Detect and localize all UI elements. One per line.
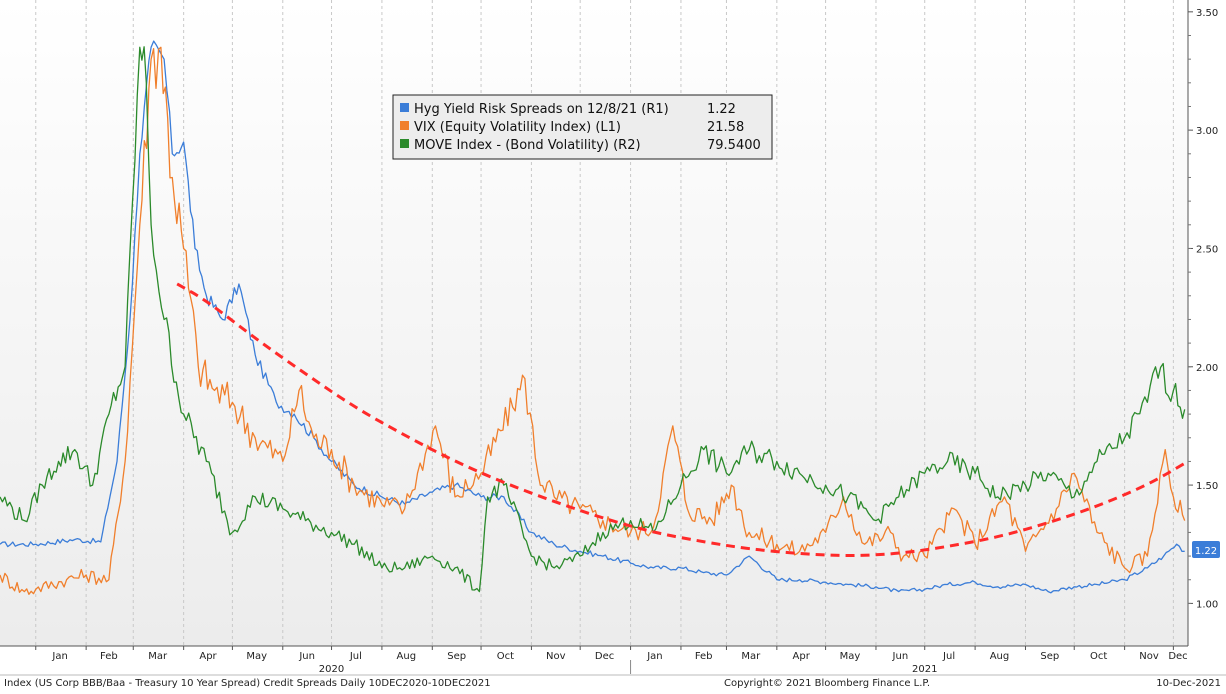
x-tick-label: Jul <box>349 651 362 662</box>
series-line-2 <box>0 46 1186 593</box>
x-tick-label: Sep <box>447 651 466 662</box>
x-tick-label: Oct <box>497 651 514 662</box>
legend-label-hyg: Hyg Yield Risk Spreads on 12/8/21 (R1) <box>414 102 669 117</box>
legend-swatch-vix <box>400 121 409 130</box>
x-tick-label: Nov <box>1139 651 1159 662</box>
legend-swatch-move <box>400 139 409 148</box>
legend-value-vix: 21.58 <box>707 120 744 135</box>
x-tick-label: Jan <box>646 651 662 662</box>
legend-box <box>392 94 773 160</box>
x-tick-label: Feb <box>695 651 713 662</box>
x-tick-label: Nov <box>546 651 566 662</box>
series-line-1 <box>0 46 1186 595</box>
x-tick-label: May <box>246 651 267 662</box>
x-tick-label: Jul <box>942 651 955 662</box>
last-value-badge: 1.22 <box>1192 541 1220 558</box>
legend-label-move: MOVE Index - (Bond Volatility) (R2) <box>414 138 641 153</box>
legend-value-hyg: 1.22 <box>707 102 736 117</box>
x-tick-label: Dec <box>1168 651 1187 662</box>
series-layer <box>0 40 1186 595</box>
x-tick-label: Jun <box>892 651 909 662</box>
y-tick-label: 3.00 <box>1196 126 1218 137</box>
x-tick-label: Aug <box>990 651 1010 662</box>
trend-line <box>176 282 1189 557</box>
legend-label-vix: VIX (Equity Volatility Index) (L1) <box>414 120 621 135</box>
x-tick-label: Apr <box>793 651 811 662</box>
x-tick-label: Sep <box>1040 651 1059 662</box>
y-tick-label: 3.50 <box>1196 8 1218 19</box>
last-value-badge-text: 1.22 <box>1195 546 1217 557</box>
x-year-label: 2020 <box>319 664 344 675</box>
legend: Hyg Yield Risk Spreads on 12/8/21 (R1) 1… <box>392 94 773 160</box>
x-tick-label: Jan <box>51 651 67 662</box>
y-tick-label: 1.50 <box>1196 481 1218 492</box>
x-tick-label: Jun <box>298 651 315 662</box>
x-tick-label: Feb <box>100 651 118 662</box>
footer-right: 10-Dec-2021 <box>1156 678 1221 689</box>
legend-value-move: 79.5400 <box>707 138 761 153</box>
y-tick-label: 2.00 <box>1196 363 1218 374</box>
x-tick-label: Apr <box>199 651 217 662</box>
x-year-label: 2021 <box>912 664 937 675</box>
series-line-0 <box>0 40 1185 594</box>
footer-center: Copyright© 2021 Bloomberg Finance L.P. <box>724 678 930 689</box>
y-tick-label: 2.50 <box>1196 244 1218 255</box>
x-tick-label: May <box>840 651 861 662</box>
trend-layer <box>176 282 1189 557</box>
x-tick-label: Oct <box>1090 651 1107 662</box>
legend-swatch-hyg <box>400 103 409 112</box>
y-tick-label: 1.00 <box>1196 599 1218 610</box>
axis-layer: Jan Feb Mar Apr May Jun Jul Aug Sep Oct Nov Dec Jan F… <box>0 0 1218 675</box>
x-tick-label: Dec <box>595 651 614 662</box>
x-tick-label: Mar <box>741 651 761 662</box>
x-tick-label: Mar <box>148 651 168 662</box>
footer-left: Index (US Corp BBB/Baa - Treasury 10 Yea… <box>4 678 491 689</box>
x-tick-label: Aug <box>397 651 417 662</box>
footer: Index (US Corp BBB/Baa - Treasury 10 Yea… <box>0 674 1226 689</box>
last-value-badge-box <box>1192 541 1220 558</box>
